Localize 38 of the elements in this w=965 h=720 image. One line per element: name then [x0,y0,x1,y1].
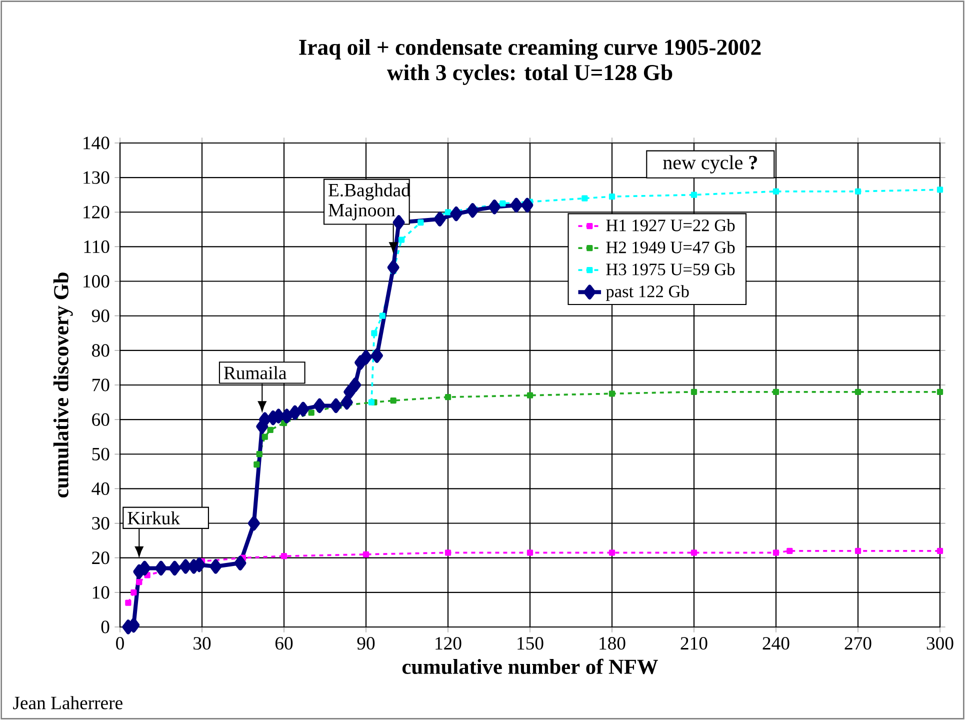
y-tick-label: 110 [84,240,110,254]
y-tick-label: 100 [84,274,110,288]
annotation: Rumaila [224,366,286,380]
text: Jean Laherrere [13,696,122,710]
legend-label: past 122 Gb [606,285,689,301]
x-axis-title: cumulative number of NFW [402,658,658,674]
x-tick-label: 210 [680,637,708,650]
x-tick-label: 270 [844,637,872,650]
annotation: Kirkuk [128,511,180,524]
y-tick-label: 90 [92,310,110,322]
x-tick-label: 150 [518,637,544,650]
chart-subtitle: with 3 cycles: total U=128 Gb [386,64,672,85]
y-tick-label: 20 [92,552,110,564]
legend-label: H1 1927 U=22 Gb [606,219,735,232]
y-tick-label: 140 [84,136,110,150]
y-axis-title: cumulative discovery Gb [53,272,73,498]
y-tick-label: 60 [92,413,110,426]
y-tick-label: 70 [92,378,110,392]
chart-title: Iraq oil + condensate creaming curve 1905-2002 [299,38,761,60]
y-tick-label: 30 [92,516,110,530]
x-tick-label: 90 [357,637,375,650]
x-tick-label: 120 [436,637,462,650]
legend-label: H3 1975 U=59 Gb [606,263,735,276]
y-tick-label: 50 [92,448,110,460]
x-tick-label: 180 [600,637,626,650]
legend-label: H2 1949 U=47 Gb [606,241,735,254]
x-tick-label: 0 [116,637,124,650]
annotation: new cycle ? [663,155,757,174]
y-tick-label: 80 [92,344,110,357]
x-tick-label: 30 [194,637,211,650]
y-tick-label: 40 [92,482,110,496]
y-tick-label: 130 [84,171,110,184]
x-tick-label: 60 [275,637,293,650]
x-tick-label: 240 [762,637,790,650]
y-tick-label: 10 [92,586,110,599]
x-tick-label: 300 [926,637,954,650]
y-tick-label: 120 [84,206,110,218]
y-tick-label: 0 [101,620,110,634]
